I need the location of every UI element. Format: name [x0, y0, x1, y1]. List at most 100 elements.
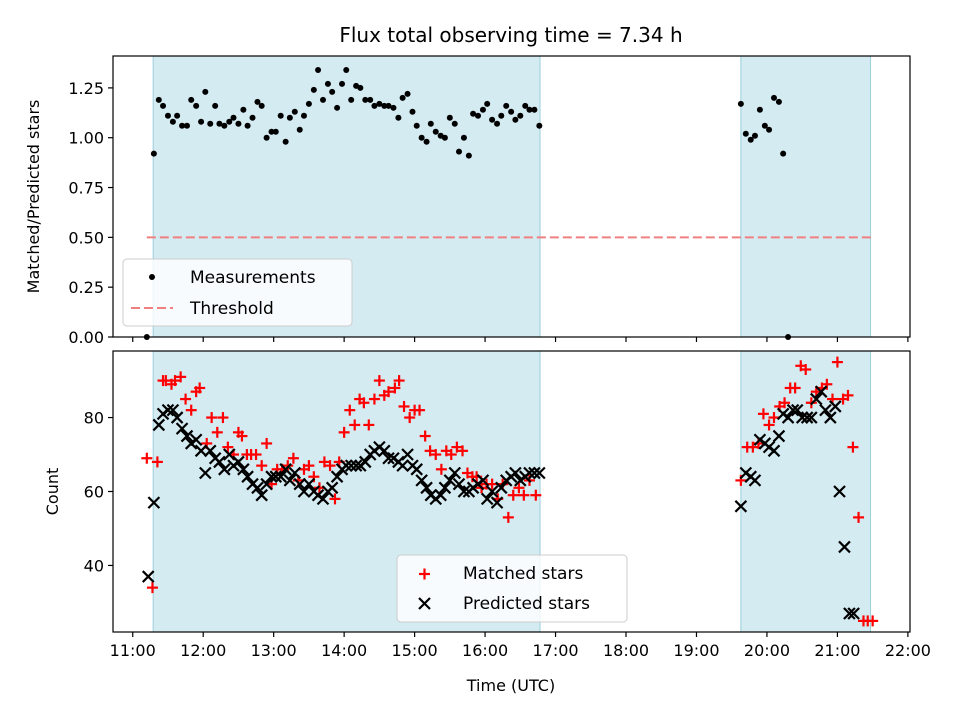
legend-predicted-marker [418, 597, 431, 610]
legend-matched-marker [419, 568, 430, 580]
x-stroke [819, 403, 832, 417]
matched-star-point [445, 449, 457, 461]
x-stroke [213, 455, 226, 469]
measurement-point [277, 112, 284, 119]
x-tick-label: 11:00 [110, 641, 156, 660]
x-tick-label: 19:00 [673, 641, 719, 660]
measurement-point [409, 108, 416, 115]
predicted-star-point [382, 451, 395, 465]
matched-star-point [194, 382, 206, 394]
measurement-point [300, 112, 307, 119]
x-stroke [269, 470, 283, 483]
x-stroke [170, 411, 184, 424]
matched-star-point [358, 397, 370, 409]
legend-label: Threshold [189, 299, 274, 319]
measurement-point [348, 96, 355, 103]
measurement-point [183, 122, 190, 129]
measurement-point [479, 106, 486, 113]
predicted-star-point [161, 403, 175, 417]
measurement-point [240, 106, 247, 113]
y-tick-label: 1.25 [68, 79, 104, 98]
x-stroke [800, 411, 814, 424]
predicted-star-point [748, 474, 762, 487]
measurement-point [427, 120, 434, 127]
x-stroke [237, 463, 250, 476]
measurement-point [179, 122, 186, 129]
predicted-star-point [358, 455, 372, 469]
matched-star-point [789, 382, 801, 394]
predicted-star-point [260, 477, 273, 491]
x-stroke [199, 466, 212, 480]
matched-star-point [222, 441, 234, 453]
matched-star-point [329, 493, 341, 505]
predicted-star-point [480, 492, 494, 506]
predicted-star-point [533, 466, 546, 480]
bottom-panel: 40 60 80 11:00 12:00 13:00 14:00 15:00 16:00 17:0… [43, 350, 931, 660]
x-stroke [358, 455, 372, 469]
x-stroke [410, 463, 423, 476]
predicted-star-point [325, 481, 339, 495]
measurement-point [235, 120, 242, 127]
x-stroke [180, 429, 194, 443]
x-stroke [420, 481, 433, 495]
predicted-star-point [838, 540, 851, 554]
measurement-point [258, 102, 265, 109]
x-stroke [843, 607, 856, 620]
predicted-star-point [452, 477, 466, 491]
predicted-star-point [255, 488, 268, 502]
matched-star-point [414, 404, 426, 416]
measurement-point [282, 138, 289, 145]
x-stroke [495, 481, 508, 495]
measurement-point [451, 120, 458, 127]
measurement-point [761, 122, 768, 129]
predicted-star-point [283, 474, 297, 487]
legend: Matched stars Predicted stars [396, 554, 628, 623]
measurement-point [254, 98, 261, 105]
x-stroke [734, 500, 748, 513]
observing-window [740, 350, 872, 633]
measurement-point [212, 102, 219, 109]
y-tick-label: 40 [84, 556, 104, 575]
measurement-point [418, 134, 425, 141]
matched-star-point [398, 400, 410, 412]
measurement-point [517, 112, 524, 119]
predicted-star-point [203, 444, 217, 458]
measurement-point [169, 118, 176, 125]
predicted-star-point [189, 433, 203, 447]
y-tick-label: 60 [84, 483, 104, 502]
y-tick-label: 0.00 [68, 328, 104, 347]
predicted-star-point [147, 496, 161, 509]
x-tick-label: 13:00 [251, 641, 297, 660]
predicted-star-point [339, 459, 353, 472]
x-stroke [339, 459, 353, 472]
predicted-star-point [800, 411, 814, 424]
matched-star-point [430, 449, 442, 461]
measurement-point [766, 126, 773, 133]
predicted-star-point [349, 459, 363, 472]
measurement-point [263, 134, 270, 141]
measurement-point [508, 108, 515, 115]
matched-star-point [256, 460, 268, 472]
predicted-star-point [251, 481, 264, 495]
matched-star-point [261, 437, 273, 449]
measurement-point [432, 128, 439, 135]
x-stroke [829, 400, 842, 413]
predicted-star-point [410, 463, 423, 476]
predicted-star-point [809, 392, 823, 406]
predicted-star-point [847, 607, 860, 620]
matched-star-point [338, 426, 350, 438]
matched-star-point [507, 489, 519, 501]
measurement-point [531, 106, 538, 113]
measurement-point [460, 134, 467, 141]
x-stroke [795, 411, 809, 424]
matched-star-point [451, 441, 463, 453]
x-stroke [152, 418, 166, 432]
x-stroke [147, 496, 161, 509]
predicted-star-point [232, 455, 245, 469]
measurement-point [244, 122, 251, 129]
predicted-star-point [170, 411, 184, 424]
matched-star-point [344, 404, 356, 416]
legend-measurement-marker [149, 274, 155, 280]
series-predicted-stars [141, 385, 860, 620]
